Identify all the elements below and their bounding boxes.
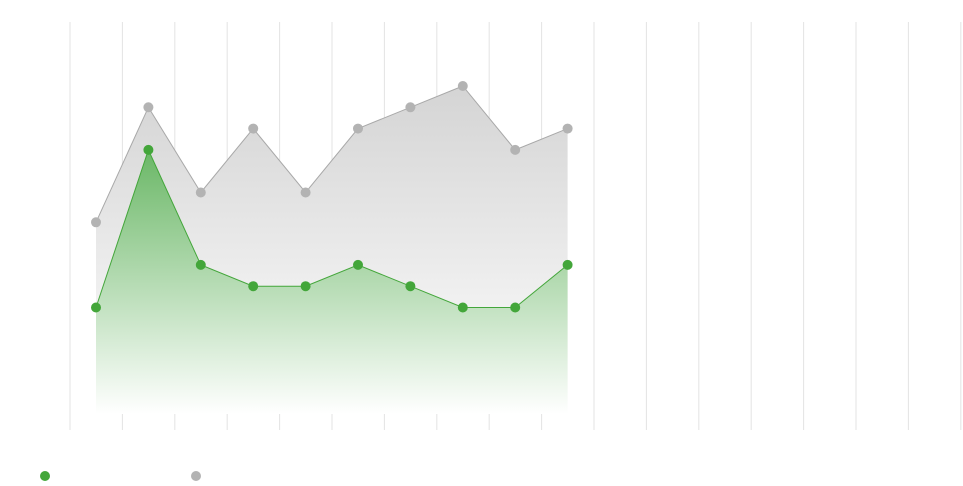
legend-item-green[interactable] (40, 471, 56, 481)
point-green-2[interactable] (143, 144, 154, 155)
point-green-10[interactable] (562, 259, 573, 270)
point-gray-8[interactable] (457, 80, 468, 91)
point-green-5[interactable] (300, 281, 311, 292)
legend-item-gray[interactable] (191, 471, 207, 481)
point-green-1[interactable] (91, 302, 101, 313)
point-gray-6[interactable] (353, 123, 363, 134)
line-gray (95, 85, 568, 223)
legend-swatch-gray (191, 471, 201, 481)
point-gray-9[interactable] (510, 144, 521, 155)
point-gray-1[interactable] (91, 217, 101, 228)
series-green (91, 144, 573, 414)
line-green (95, 148, 568, 308)
point-green-3[interactable] (195, 259, 206, 270)
point-gray-4[interactable] (248, 123, 259, 134)
point-gray-3[interactable] (195, 187, 206, 198)
legend-swatch-green (40, 471, 50, 481)
point-gray-5[interactable] (300, 187, 311, 198)
point-green-7[interactable] (405, 281, 416, 292)
point-gray-7[interactable] (405, 102, 416, 113)
series-layer (91, 80, 573, 414)
point-green-6[interactable] (353, 259, 363, 270)
point-green-4[interactable] (248, 281, 259, 292)
legend (40, 466, 342, 486)
point-green-9[interactable] (510, 302, 521, 313)
point-gray-2[interactable] (143, 102, 154, 113)
point-gray-10[interactable] (562, 123, 573, 134)
area-green (96, 149, 568, 414)
gridlines (69, 22, 962, 430)
point-green-8[interactable] (457, 302, 468, 313)
